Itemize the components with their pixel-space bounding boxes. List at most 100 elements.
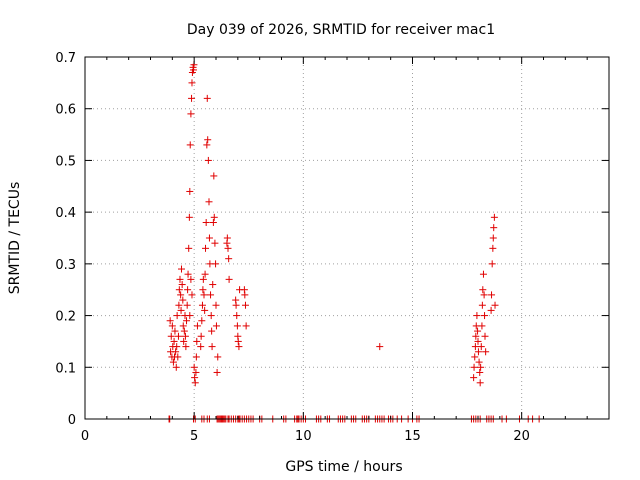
data-point	[168, 322, 176, 330]
data-point	[479, 286, 487, 294]
data-point	[205, 198, 213, 206]
data-point	[187, 275, 195, 283]
data-point	[202, 218, 210, 226]
data-point	[489, 234, 497, 242]
data-point	[205, 234, 213, 242]
data-point	[182, 343, 190, 351]
x-tick-label: 15	[404, 429, 421, 444]
data-point	[174, 353, 182, 361]
data-point	[177, 306, 185, 314]
y-tick-label: 0.5	[55, 154, 76, 169]
data-point	[491, 301, 499, 309]
data-point	[184, 270, 192, 278]
data-point	[233, 312, 241, 320]
data-point	[178, 281, 186, 289]
data-point	[473, 312, 481, 320]
data-point	[242, 322, 250, 330]
data-point	[186, 187, 194, 195]
data-point	[174, 332, 182, 340]
data-point	[477, 363, 485, 371]
data-point	[207, 291, 215, 299]
data-point	[192, 353, 200, 361]
data-point	[201, 306, 209, 314]
data-point	[203, 141, 211, 149]
data-point	[185, 244, 193, 252]
data-point	[476, 368, 484, 376]
data-point	[201, 270, 209, 278]
data-point	[489, 244, 497, 252]
data-point	[480, 291, 488, 299]
data-point	[209, 218, 217, 226]
data-point	[177, 291, 185, 299]
data-point	[212, 260, 220, 268]
data-point	[190, 363, 198, 371]
data-point	[241, 291, 249, 299]
data-point	[474, 348, 482, 356]
data-point	[170, 337, 178, 345]
data-point	[179, 296, 187, 304]
plot-frame	[84, 56, 610, 420]
data-point	[188, 79, 196, 87]
data-point	[171, 327, 179, 335]
data-point	[207, 312, 215, 320]
chart-title: Day 039 of 2026, SRMTID for receiver mac…	[187, 22, 495, 38]
data-point	[192, 368, 200, 376]
data-point	[166, 317, 174, 325]
data-point	[172, 363, 180, 371]
data-point	[173, 343, 181, 351]
y-tick-labels: 0 0.1 0.2 0.3 0.4 0.5 0.6 0.7	[55, 51, 76, 428]
data-point	[198, 317, 206, 325]
y-tick-label: 0.6	[55, 103, 76, 118]
data-point	[211, 239, 219, 247]
data-point	[208, 327, 216, 335]
data-point	[180, 327, 188, 335]
data-point	[176, 275, 184, 283]
data-point	[175, 286, 183, 294]
data-point	[183, 301, 191, 309]
data-point	[173, 312, 181, 320]
y-tick-label: 0.4	[55, 206, 76, 221]
data-point	[233, 322, 241, 330]
data-point	[225, 275, 233, 283]
data-point	[188, 94, 196, 102]
y-tick-label: 0	[68, 413, 76, 428]
data-point	[184, 286, 192, 294]
data-point	[488, 260, 496, 268]
data-point	[487, 306, 495, 314]
data-point	[241, 301, 249, 309]
data-point	[193, 322, 201, 330]
data-point	[474, 327, 482, 335]
data-point	[183, 317, 191, 325]
data-point	[167, 332, 175, 340]
data-point	[179, 322, 187, 330]
data-point	[197, 332, 205, 340]
data-point	[181, 332, 189, 340]
data-point	[191, 379, 199, 387]
data-point	[198, 301, 206, 309]
x-tick-label: 20	[513, 429, 530, 444]
data-point	[470, 363, 478, 371]
data-point	[471, 343, 479, 351]
data-point	[199, 286, 207, 294]
data-point	[481, 332, 489, 340]
data-point	[472, 332, 480, 340]
data-point	[185, 213, 193, 221]
data-point	[180, 337, 188, 345]
data-point	[187, 110, 195, 118]
data-point	[470, 374, 478, 382]
data-point	[208, 343, 216, 351]
data-point	[212, 322, 220, 330]
data-point	[224, 244, 232, 252]
data-point	[479, 270, 487, 278]
data-point	[488, 291, 496, 299]
data-point	[203, 94, 211, 102]
x-tick-label: 0	[81, 429, 89, 444]
y-tick-label: 0.1	[55, 361, 76, 376]
data-point	[186, 312, 194, 320]
data-point	[490, 213, 498, 221]
data-point	[186, 141, 194, 149]
data-point	[212, 301, 220, 309]
data-point	[172, 348, 180, 356]
data-point	[204, 156, 212, 164]
